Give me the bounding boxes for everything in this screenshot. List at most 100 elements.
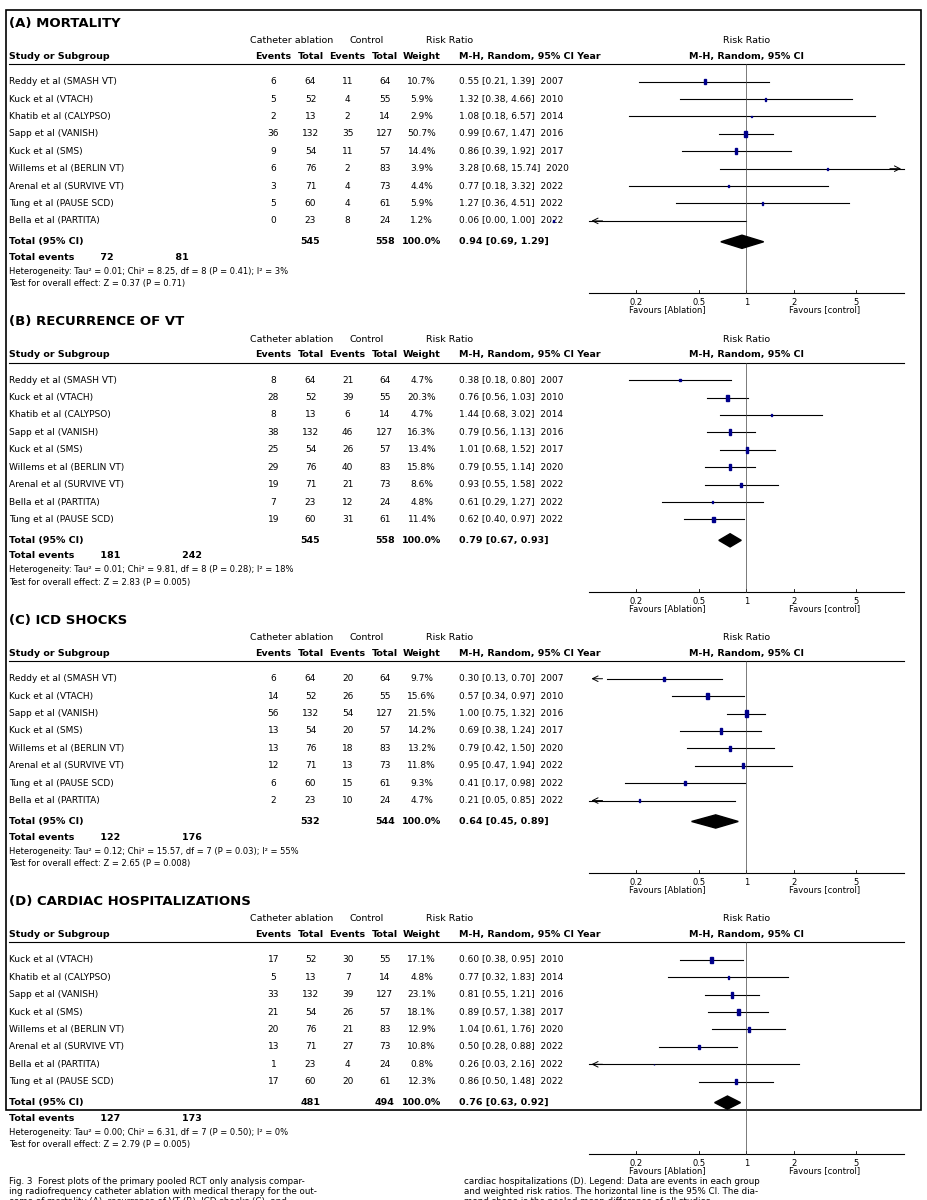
Bar: [748, 1027, 750, 1032]
Text: 61: 61: [379, 1078, 390, 1086]
Text: 1.01 [0.68, 1.52]  2017: 1.01 [0.68, 1.52] 2017: [459, 445, 564, 455]
Text: 52: 52: [305, 955, 316, 965]
Text: 0.79 [0.56, 1.13]  2016: 0.79 [0.56, 1.13] 2016: [459, 428, 564, 437]
Bar: [684, 781, 686, 785]
Text: 2: 2: [791, 877, 796, 887]
Text: 19: 19: [268, 515, 279, 524]
Text: 13: 13: [305, 410, 316, 420]
Bar: [713, 517, 715, 522]
Text: 0.21 [0.05, 0.85]  2022: 0.21 [0.05, 0.85] 2022: [459, 796, 563, 805]
Text: 73: 73: [379, 181, 390, 191]
Text: 0.94 [0.69, 1.29]: 0.94 [0.69, 1.29]: [459, 238, 549, 246]
Text: Events: Events: [330, 649, 365, 658]
Text: Arenal et al (SURVIVE VT): Arenal et al (SURVIVE VT): [9, 181, 124, 191]
Text: 57: 57: [379, 726, 390, 736]
Bar: [765, 97, 766, 101]
Text: 26: 26: [342, 445, 353, 455]
Text: 54: 54: [305, 1008, 316, 1016]
Text: 0.06 [0.00, 1.00]  2022: 0.06 [0.00, 1.00] 2022: [459, 216, 563, 226]
Text: M-H, Random, 95% CI Year: M-H, Random, 95% CI Year: [459, 930, 601, 940]
Text: 57: 57: [379, 445, 390, 455]
Text: 2: 2: [791, 298, 796, 307]
Bar: [729, 464, 731, 470]
Text: Total (95% CI): Total (95% CI): [9, 817, 84, 826]
Bar: [728, 185, 729, 187]
Text: 57: 57: [379, 146, 390, 156]
Text: Test for overall effect: Z = 2.79 (P = 0.005): Test for overall effect: Z = 2.79 (P = 0…: [9, 1140, 190, 1148]
Text: Total events        122                   176: Total events 122 176: [9, 833, 202, 841]
Text: 39: 39: [342, 990, 353, 1000]
Text: 132: 132: [302, 130, 319, 138]
Text: 10.8%: 10.8%: [407, 1043, 437, 1051]
Bar: [698, 1044, 700, 1049]
Text: Kuck et al (VTACH): Kuck et al (VTACH): [9, 394, 94, 402]
Text: Events: Events: [330, 52, 365, 61]
Text: 0: 0: [271, 216, 276, 226]
Text: Risk Ratio: Risk Ratio: [723, 335, 769, 343]
Text: 1.32 [0.38, 4.66]  2010: 1.32 [0.38, 4.66] 2010: [459, 95, 563, 103]
Text: 1: 1: [743, 596, 749, 606]
Text: 7: 7: [345, 973, 350, 982]
Text: 0.2: 0.2: [629, 596, 642, 606]
Text: Heterogeneity: Tau² = 0.01; Chi² = 9.81, df = 8 (P = 0.28); I² = 18%: Heterogeneity: Tau² = 0.01; Chi² = 9.81,…: [9, 565, 294, 575]
Text: 73: 73: [379, 480, 390, 490]
Text: 0.2: 0.2: [629, 1159, 642, 1168]
Text: 1.2%: 1.2%: [411, 216, 433, 226]
Text: 0.64 [0.45, 0.89]: 0.64 [0.45, 0.89]: [459, 817, 549, 826]
Text: 83: 83: [379, 463, 390, 472]
Text: 6: 6: [271, 77, 276, 86]
Text: 4: 4: [345, 199, 350, 208]
Bar: [710, 956, 713, 962]
Text: 18.1%: 18.1%: [407, 1008, 437, 1016]
Text: 4.7%: 4.7%: [411, 410, 433, 420]
Text: 132: 132: [302, 428, 319, 437]
Text: Study or Subgroup: Study or Subgroup: [9, 52, 110, 61]
Text: Total events        181                   242: Total events 181 242: [9, 552, 202, 560]
Text: 4: 4: [345, 181, 350, 191]
Text: 55: 55: [379, 955, 390, 965]
Text: Favours [Ablation]: Favours [Ablation]: [629, 886, 705, 894]
Text: 52: 52: [305, 691, 316, 701]
Text: 24: 24: [379, 1060, 390, 1069]
Text: Willems et al (BERLIN VT): Willems et al (BERLIN VT): [9, 164, 124, 173]
Text: 27: 27: [342, 1043, 353, 1051]
Text: (D) CARDIAC HOSPITALIZATIONS: (D) CARDIAC HOSPITALIZATIONS: [9, 895, 251, 908]
Text: 12: 12: [342, 498, 353, 506]
Text: 0.50 [0.28, 0.88]  2022: 0.50 [0.28, 0.88] 2022: [459, 1043, 563, 1051]
Text: 26: 26: [342, 1008, 353, 1016]
Text: 0.30 [0.13, 0.70]  2007: 0.30 [0.13, 0.70] 2007: [459, 674, 564, 683]
Text: 46: 46: [342, 428, 353, 437]
Bar: [762, 202, 763, 205]
Text: 36: 36: [268, 130, 279, 138]
Text: 28: 28: [268, 394, 279, 402]
Text: Total (95% CI): Total (95% CI): [9, 238, 84, 246]
Text: 4.7%: 4.7%: [411, 376, 433, 385]
Text: Tung et al (PAUSE SCD): Tung et al (PAUSE SCD): [9, 515, 114, 524]
Text: Total: Total: [298, 52, 324, 61]
Text: 14.4%: 14.4%: [408, 146, 436, 156]
Text: Risk Ratio: Risk Ratio: [426, 634, 473, 642]
Text: Reddy et al (SMASH VT): Reddy et al (SMASH VT): [9, 77, 117, 86]
Text: Catheter ablation: Catheter ablation: [250, 914, 334, 924]
Bar: [728, 976, 729, 978]
Text: 20: 20: [342, 674, 353, 683]
Bar: [726, 395, 729, 401]
Text: 100.0%: 100.0%: [402, 238, 441, 246]
Text: 11: 11: [342, 77, 353, 86]
Text: Fig. 3  Forest plots of the primary pooled RCT only analysis compar-
ing radiofr: Fig. 3 Forest plots of the primary poole…: [9, 1176, 317, 1200]
Text: M-H, Random, 95% CI Year: M-H, Random, 95% CI Year: [459, 52, 601, 61]
Text: 15.6%: 15.6%: [407, 691, 437, 701]
Text: 9.3%: 9.3%: [411, 779, 433, 787]
Bar: [730, 991, 733, 997]
Bar: [745, 448, 748, 452]
Text: 1: 1: [743, 1159, 749, 1168]
Text: Weight: Weight: [403, 930, 440, 940]
Text: 83: 83: [379, 744, 390, 752]
Text: Kuck et al (VTACH): Kuck et al (VTACH): [9, 95, 94, 103]
Text: Heterogeneity: Tau² = 0.00; Chi² = 6.31, df = 7 (P = 0.50); I² = 0%: Heterogeneity: Tau² = 0.00; Chi² = 6.31,…: [9, 1128, 288, 1136]
Text: 0.99 [0.67, 1.47]  2016: 0.99 [0.67, 1.47] 2016: [459, 130, 564, 138]
Text: 0.79 [0.55, 1.14]  2020: 0.79 [0.55, 1.14] 2020: [459, 463, 563, 472]
Text: (A) MORTALITY: (A) MORTALITY: [9, 17, 121, 30]
Text: 14: 14: [379, 973, 390, 982]
Text: Control: Control: [349, 335, 383, 343]
